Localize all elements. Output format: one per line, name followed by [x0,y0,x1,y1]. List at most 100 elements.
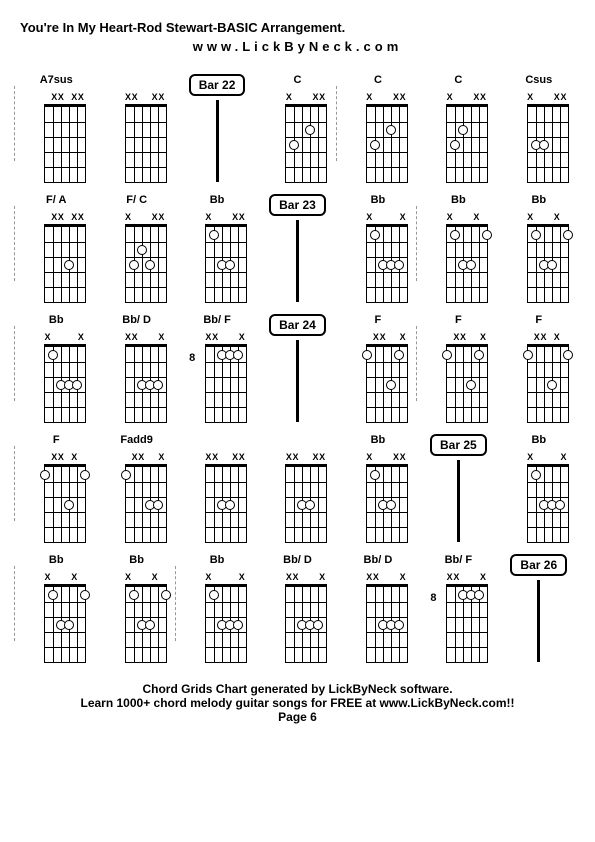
chord-diagram: XX [430,212,486,302]
finger-dot [289,140,299,150]
chord-label: Bb/ F [203,314,231,328]
chord-cell: A7sus XXXX [20,74,92,182]
chord-diagram: XX [511,452,567,542]
chord-label: F [375,314,382,328]
chord-label: Bb/ D [122,314,151,328]
chord-cell: FXXX [20,434,92,542]
finger-dot [563,350,573,360]
chord-label: Csus [525,74,552,88]
chord-label: Bb [210,554,225,568]
bar-marker: Bar 26 [510,554,567,576]
finger-dot [555,500,565,510]
chord-cell: BbXX [20,554,92,662]
bar-marker-cell: Bar 26 [503,554,575,662]
chord-label: F/ C [126,194,147,208]
chord-cell: F/ C XXX [100,194,172,302]
chord-diagram: XXXX [28,212,84,302]
finger-dot [153,500,163,510]
chord-diagram: XX [511,212,567,302]
bar-marker: Bar 24 [269,314,326,336]
chord-cell: Bb XX [422,194,494,302]
finger-dot [531,470,541,480]
finger-dot [40,470,50,480]
finger-dot [547,260,557,270]
finger-dot [153,380,163,390]
finger-dot [72,380,82,390]
chord-label: A7sus [40,74,73,88]
bar-line [296,220,299,302]
bar-marker-cell: Bar 22 [181,74,253,182]
chord-diagram: XXX [109,452,165,542]
finger-dot [209,590,219,600]
chord-label: Bb [49,554,64,568]
finger-dot [531,230,541,240]
finger-dot [523,350,533,360]
chord-cell: Bb/ FXXX8 [181,314,253,422]
finger-dot [539,140,549,150]
footer-page: Page 6 [20,710,575,724]
chord-diagram: XXX8 [430,572,486,662]
chord-label: Bb [371,194,386,208]
bar-line [216,100,219,182]
chord-label: Bb [371,434,386,448]
footer-line2: Learn 1000+ chord melody guitar songs fo… [20,696,575,710]
chord-label: Bb [531,434,546,448]
finger-dot [370,470,380,480]
chord-diagram: XXX [350,572,406,662]
finger-dot [305,125,315,135]
footer-line1: Chord Grids Chart generated by LickByNec… [20,682,575,696]
finger-dot [209,230,219,240]
chord-cell: Bb/ DXXX [261,554,333,662]
chord-label: Bb [451,194,466,208]
page-title: You're In My Heart-Rod Stewart-BASIC Arr… [20,20,575,35]
chord-cell: BbXXX [181,194,253,302]
finger-dot [137,245,147,255]
finger-dot [386,380,396,390]
finger-dot [64,260,74,270]
chord-cell: F/ A XXXX [20,194,92,302]
finger-dot [386,125,396,135]
chord-cell: BbXXX [342,434,414,542]
finger-dot [466,260,476,270]
bar-line [537,580,540,662]
finger-dot [305,500,315,510]
finger-dot [362,350,372,360]
chord-cell: Bb XX [181,554,253,662]
bar-marker: Bar 22 [189,74,246,96]
chord-cell: BbXX [100,554,172,662]
finger-dot [563,230,573,240]
finger-dot [225,500,235,510]
chord-diagram: XX [350,212,406,302]
finger-dot [482,230,492,240]
bar-line [296,340,299,422]
finger-dot [370,230,380,240]
finger-dot [474,350,484,360]
chord-cell: Fadd9 XXX [100,434,172,542]
chord-label: Bb/ D [283,554,312,568]
finger-dot [370,140,380,150]
chord-diagram: XXX [109,212,165,302]
finger-dot [386,500,396,510]
chord-cell: FXXX [422,314,494,422]
chord-diagram: XX [189,572,245,662]
finger-dot [225,260,235,270]
chord-diagram: XXX [109,332,165,422]
chord-label: F/ A [46,194,66,208]
chord-diagram: XX [28,332,84,422]
finger-dot [80,470,90,480]
chord-label: Fadd9 [120,434,152,448]
finger-dot [394,350,404,360]
bar-marker-cell: Bar 23 [261,194,333,302]
chord-label: C [294,74,302,88]
chord-cell: FXXX [503,314,575,422]
chord-diagram: XXXX [28,92,84,182]
chord-label: Bb/ D [364,554,393,568]
chord-cell: Bb/ D XXX [100,314,172,422]
chord-cell: BbXX [20,314,92,422]
chord-label: C [454,74,462,88]
finger-dot [48,590,58,600]
bar-marker-cell: Bar 24 [261,314,333,422]
bar-line [457,460,460,542]
chord-cell: BbXX [503,194,575,302]
finger-dot [442,350,452,360]
